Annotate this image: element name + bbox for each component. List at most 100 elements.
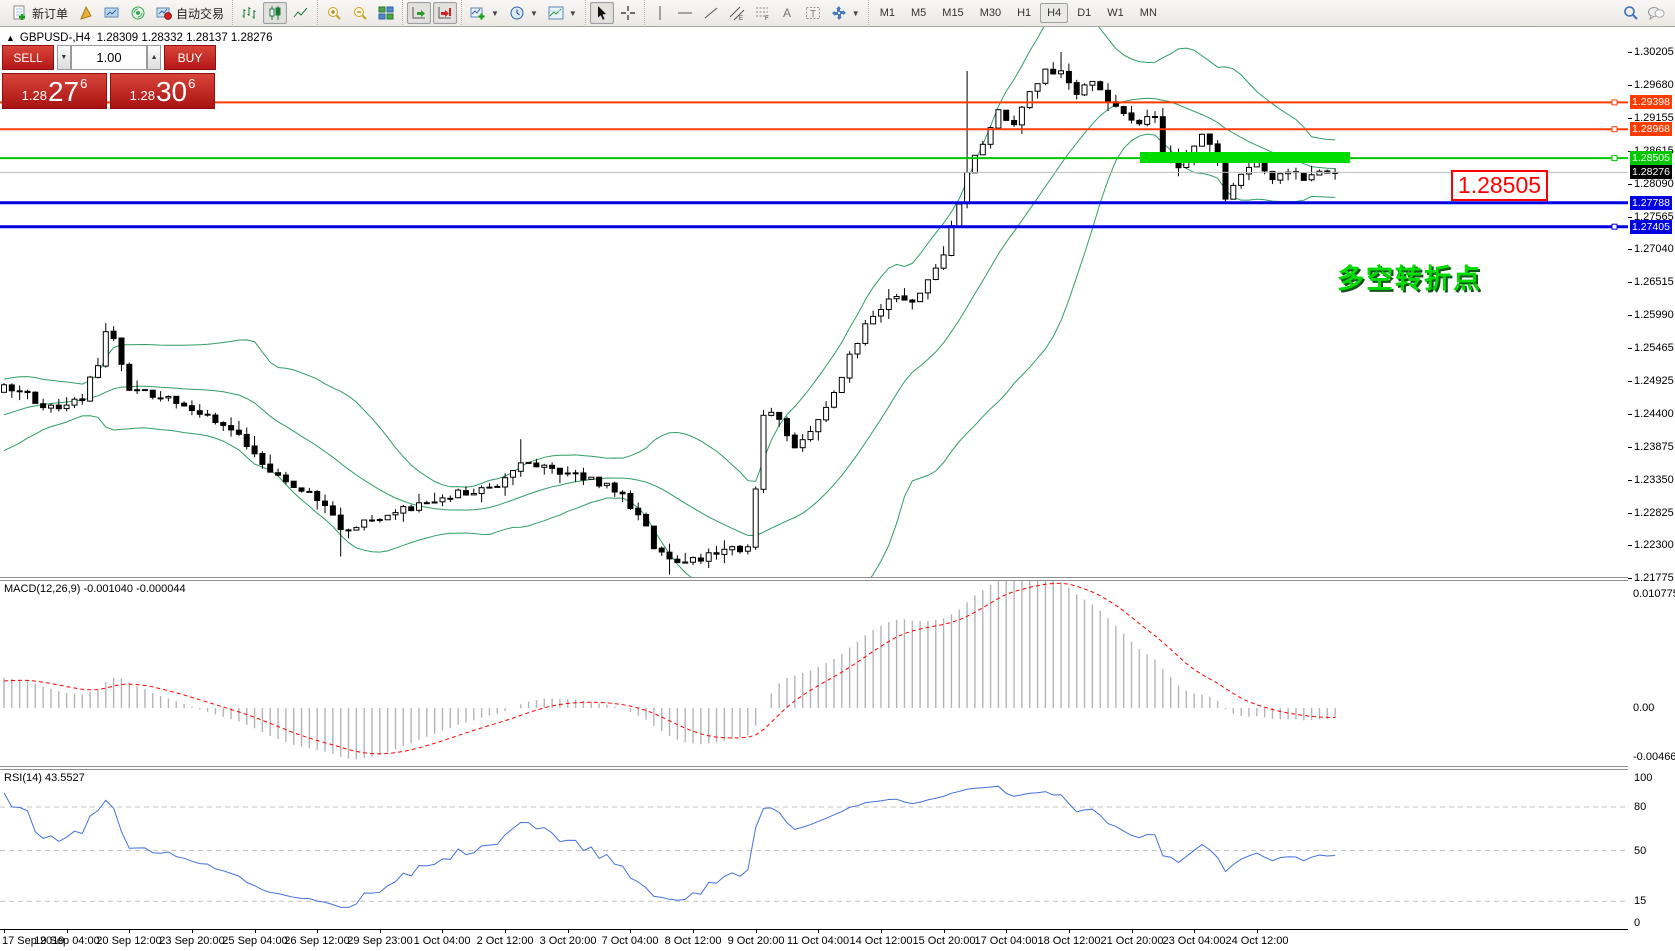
candle-body [439, 497, 446, 503]
trendline-button[interactable] [699, 2, 723, 24]
candle-body [447, 497, 454, 500]
buy-price-button[interactable]: 1.28 30 6 [110, 73, 215, 109]
axis-tick [1628, 85, 1632, 86]
line-handle[interactable] [1611, 126, 1618, 133]
volume-input[interactable]: 1.00 [70, 45, 148, 70]
pane-separator[interactable] [0, 769, 1675, 770]
search-icon[interactable] [1623, 5, 1639, 21]
candle-body [784, 418, 790, 437]
crosshair-button[interactable] [616, 2, 640, 24]
sell-price-point: 6 [80, 76, 88, 91]
candle-body [337, 514, 344, 531]
highlight-bar[interactable] [1140, 152, 1350, 163]
clock-icon [510, 6, 524, 20]
tf-button-H4[interactable]: H4 [1040, 3, 1069, 23]
layout-button[interactable] [74, 2, 98, 24]
channel-button[interactable]: E [725, 2, 749, 24]
price-annotation-box[interactable]: 1.28505 [1451, 170, 1548, 201]
tf-button-MN[interactable]: MN [1139, 7, 1157, 19]
time-tick [1132, 930, 1133, 933]
chart-window[interactable]: 1.302051.296801.291551.286151.280901.275… [0, 27, 1675, 951]
candle-body [705, 552, 712, 562]
candle-body [799, 439, 806, 449]
chat-icon[interactable] [1647, 5, 1665, 21]
tf-button-D1[interactable]: D1 [1077, 7, 1092, 19]
candle-body [846, 353, 853, 379]
candle-body [940, 254, 947, 269]
axis-tick [1628, 184, 1632, 185]
terminal-button[interactable] [100, 2, 124, 24]
tf-button-M30[interactable]: M30 [979, 7, 1002, 19]
candle-body [541, 464, 548, 468]
zoom-out-button[interactable] [348, 2, 372, 24]
chart-shift-button[interactable] [433, 2, 458, 24]
arrows-dropdown[interactable]: ▼ [827, 2, 864, 24]
candle-body [862, 323, 869, 344]
text-label-button[interactable]: T [801, 2, 825, 24]
signals-button[interactable] [126, 2, 150, 24]
line-handle[interactable] [1611, 223, 1618, 230]
pane-separator[interactable] [0, 580, 1675, 581]
tf-button-M5[interactable]: M5 [911, 7, 927, 19]
sell-price-button[interactable]: 1.28 27 6 [2, 73, 107, 109]
autotrading-button[interactable]: 自动交易 [152, 2, 228, 24]
volume-up-button[interactable]: ▲ [147, 45, 162, 70]
new-order-button[interactable]: 新订单 [8, 2, 72, 24]
rsi-pane[interactable] [0, 770, 1628, 929]
price-pane[interactable] [0, 27, 1628, 577]
indicators-dropdown[interactable]: ▼ [466, 2, 503, 24]
turning-point-note[interactable]: 多空转折点 [1337, 264, 1482, 294]
tf-button-H1[interactable]: H1 [1017, 7, 1032, 19]
axis-tick [1628, 217, 1632, 218]
line-chart-button[interactable] [289, 2, 313, 24]
candlestick-button[interactable] [263, 2, 288, 24]
buy-price-pips: 30 [155, 76, 188, 107]
autotrading-icon [156, 7, 172, 20]
candle-body [1026, 91, 1033, 108]
time-tick [317, 930, 318, 933]
time-tick [630, 930, 631, 933]
crosshair-icon [620, 6, 635, 20]
auto-scroll-button[interactable] [407, 2, 432, 24]
zoom-out-icon [354, 7, 367, 20]
fibonacci-button[interactable]: F [751, 2, 775, 24]
tf-button-W1[interactable]: W1 [1107, 7, 1124, 19]
volume-down-button[interactable]: ▼ [56, 45, 71, 70]
tf-button-M1[interactable]: M1 [879, 7, 895, 19]
symbol-period-label: GBPUSD-,H4 [19, 32, 91, 44]
tile-windows-button[interactable] [374, 2, 398, 24]
ohlc-values: 1.28309 1.28332 1.28137 1.28276 [96, 32, 273, 44]
rsi-label: RSI(14) 43.5527 [4, 772, 85, 784]
periods-dropdown[interactable]: ▼ [505, 2, 542, 24]
candle-body [204, 413, 211, 416]
candle-body [228, 425, 235, 431]
vertical-line-button[interactable] [649, 2, 671, 24]
sell-button[interactable]: SELL [2, 45, 54, 70]
macd-pane[interactable] [0, 581, 1628, 766]
time-axis[interactable]: 17 Sep 2019 19 Sep 04:00 20 Sep 12:00 23 Se… [0, 930, 1675, 951]
candle-body [1300, 172, 1307, 181]
candle-body [1050, 68, 1057, 75]
tf-button-M15[interactable]: M15 [942, 7, 964, 19]
time-axis-line [0, 929, 1675, 930]
pane-separator[interactable] [0, 766, 1675, 767]
text-button[interactable]: A [777, 2, 799, 24]
candle-body [149, 389, 156, 398]
pane-separator[interactable] [0, 577, 1675, 578]
zoom-in-button[interactable] [322, 2, 346, 24]
templates-icon [548, 6, 564, 20]
templates-dropdown[interactable]: ▼ [544, 2, 581, 24]
cursor-button[interactable] [589, 2, 614, 24]
horizontal-line-button[interactable] [673, 2, 697, 24]
candle-body [1269, 170, 1276, 181]
cursor-icon [597, 6, 606, 20]
candle-body [16, 390, 23, 393]
bar-chart-button[interactable] [237, 2, 261, 24]
buy-button[interactable]: BUY [164, 45, 216, 70]
collapse-panel-icon[interactable]: ▲ [6, 33, 15, 43]
price-axis[interactable]: 1.302051.296801.291551.286151.280901.275… [1628, 27, 1675, 930]
line-handle[interactable] [1611, 155, 1618, 162]
candle-body [627, 493, 634, 509]
candle-body [564, 472, 571, 475]
line-handle[interactable] [1611, 99, 1618, 106]
